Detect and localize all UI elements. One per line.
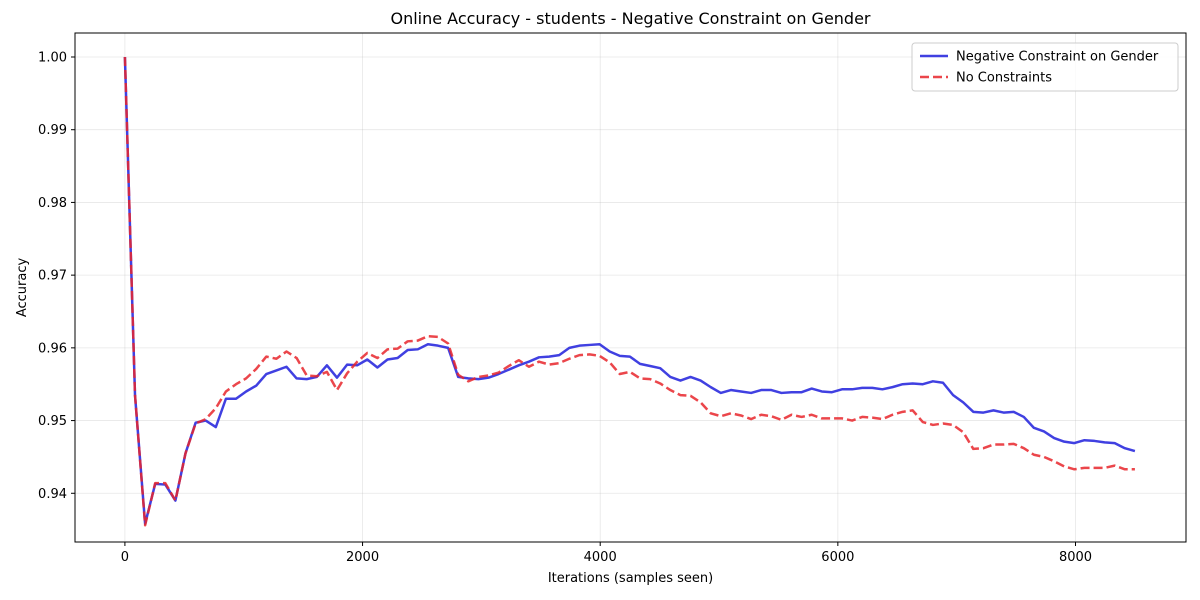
y-axis-title: Accuracy — [15, 258, 30, 318]
x-tick-label: 6000 — [821, 550, 854, 565]
x-axis: 0 2000 4000 6000 8000 — [121, 542, 1092, 565]
y-tick-label: 0.99 — [38, 123, 67, 138]
x-axis-title: Iterations (samples seen) — [548, 571, 713, 586]
grid-lines — [75, 33, 1186, 542]
plot-area-frame — [74, 32, 1187, 543]
y-axis: 0.94 0.95 0.96 0.97 0.98 0.99 1.00 — [38, 50, 75, 502]
legend: Negative Constraint on Gender No Constrai… — [911, 42, 1179, 92]
x-tick-label: 8000 — [1059, 550, 1092, 565]
chart-title: Online Accuracy - students - Negative Co… — [390, 9, 870, 28]
legend-label-2: No Constraints — [956, 71, 1052, 86]
y-tick-label: 0.98 — [38, 196, 67, 211]
series-layer — [123, 56, 1136, 527]
series-line-2 — [123, 56, 1135, 527]
legend-label-1: Negative Constraint on Gender — [956, 50, 1159, 65]
y-tick-label: 0.94 — [38, 487, 67, 502]
x-tick-label: 0 — [121, 550, 129, 565]
y-tick-label: 0.97 — [38, 269, 67, 284]
y-tick-label: 1.00 — [38, 50, 67, 65]
legend-box — [911, 42, 1179, 92]
x-tick-label: 4000 — [584, 550, 617, 565]
series-line-1 — [123, 56, 1136, 526]
x-tick-label: 2000 — [346, 550, 379, 565]
y-tick-label: 0.96 — [38, 341, 67, 356]
y-tick-label: 0.95 — [38, 414, 67, 429]
